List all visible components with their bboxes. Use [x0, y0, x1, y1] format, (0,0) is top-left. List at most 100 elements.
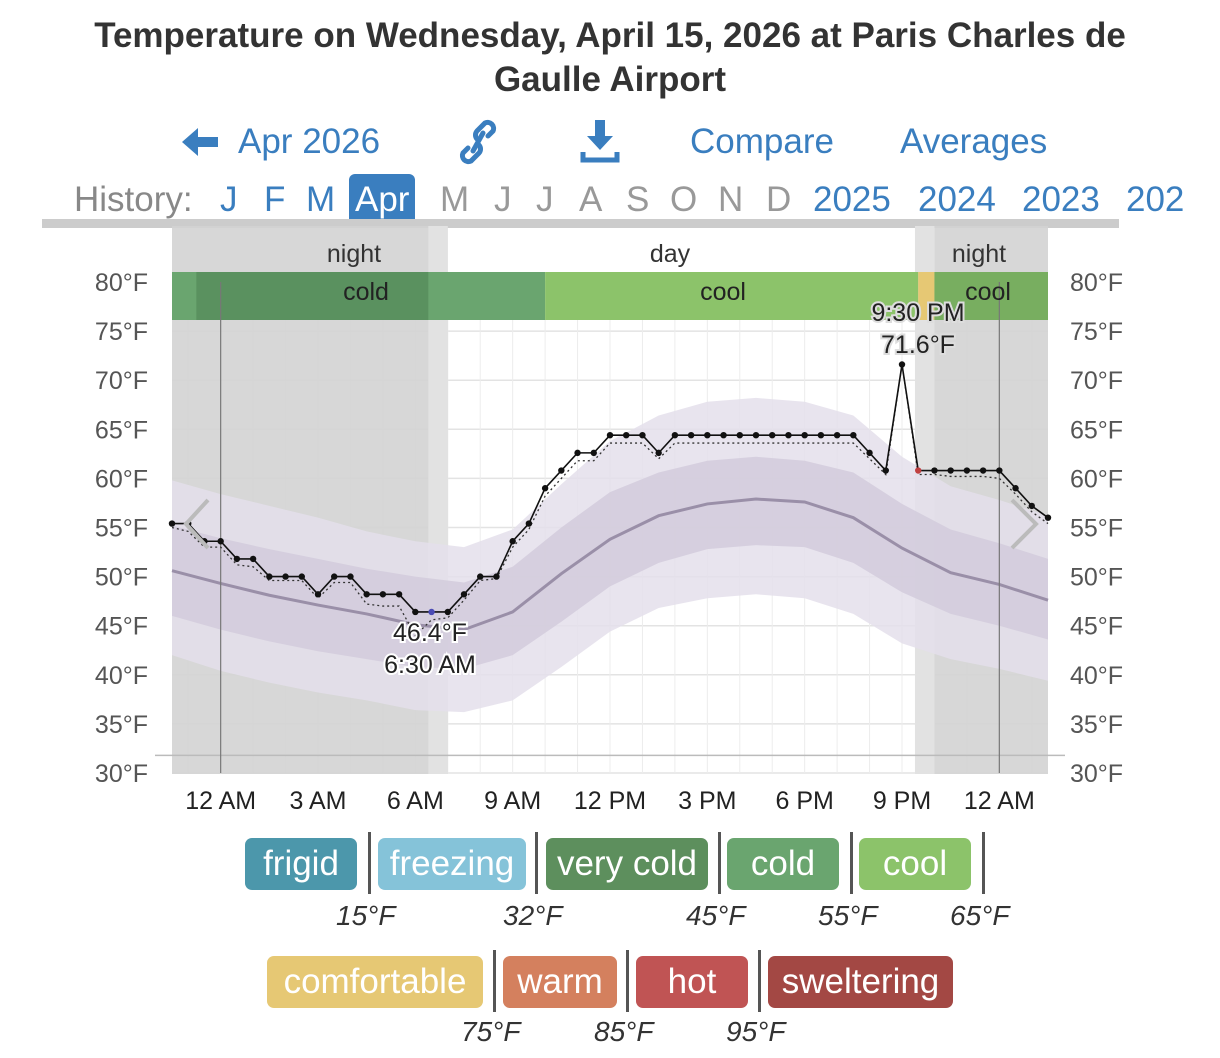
legend-chip: cool — [859, 838, 971, 890]
legend-separator — [718, 832, 721, 894]
y-tick-label-left: 45°F — [95, 613, 148, 641]
legend-separator — [758, 950, 761, 1012]
temperature-point — [249, 555, 257, 563]
history-year-2022-truncated[interactable]: 202 — [1126, 180, 1185, 219]
history-year-2025[interactable]: 2025 — [813, 180, 891, 219]
temperature-point — [509, 538, 516, 545]
averages-link[interactable]: Averages — [900, 122, 1048, 161]
history-month-mar[interactable]: M — [306, 180, 336, 219]
legend-threshold: 15°F — [336, 900, 396, 931]
high-temperature-point — [915, 467, 922, 474]
temperature-point — [168, 520, 176, 527]
period-label: night — [327, 240, 381, 268]
history-month-nov: N — [718, 180, 744, 219]
temperature-point — [1012, 485, 1019, 492]
category-band-label: cool — [700, 278, 746, 306]
history-month-apr-selected[interactable]: Apr — [349, 174, 416, 224]
temperature-point — [444, 608, 451, 616]
legend-separator — [493, 950, 496, 1012]
legend-chip: freezing — [378, 838, 526, 890]
temperature-point — [541, 485, 549, 492]
temperature-point — [217, 538, 224, 545]
compare-link[interactable]: Compare — [690, 122, 834, 161]
chevron-left-icon[interactable] — [183, 498, 210, 550]
page-title: Temperature on Wednesday, April 15, 2026… — [0, 14, 1220, 102]
history-label: History: — [74, 180, 193, 219]
temperature-point — [363, 591, 370, 598]
y-tick-label-right: 30°F — [1070, 760, 1123, 788]
temperature-point — [720, 431, 727, 439]
link-icon[interactable] — [458, 118, 498, 179]
history-year-2023[interactable]: 2023 — [1022, 180, 1100, 219]
history-month-jun: J — [494, 180, 512, 219]
temperature-point — [266, 573, 273, 580]
legend-chip: sweltering — [768, 956, 953, 1008]
y-tick-label-right: 70°F — [1070, 367, 1123, 395]
x-tick-label: 12 AM — [964, 787, 1035, 815]
legend-chip: comfortable — [267, 956, 483, 1008]
category-band — [172, 272, 546, 320]
legend-separator — [850, 832, 853, 894]
category-band — [545, 272, 919, 320]
temperature-point — [704, 431, 711, 439]
history-month-jan[interactable]: J — [220, 180, 238, 219]
temperature-point — [931, 467, 938, 474]
legend-chip: hot — [636, 956, 748, 1008]
temperature-point — [736, 431, 743, 439]
temperature-point — [282, 573, 289, 580]
y-tick-label-right: 50°F — [1070, 564, 1123, 592]
history-month-dec: D — [766, 180, 792, 219]
category-band-label: cool — [965, 278, 1011, 306]
y-tick-label-right: 60°F — [1070, 465, 1123, 493]
temperature-point — [1044, 514, 1052, 521]
temperature-point — [298, 573, 305, 580]
y-tick-label-left: 35°F — [95, 711, 148, 739]
back-arrow-icon[interactable] — [180, 118, 220, 179]
legend-separator — [626, 950, 629, 1012]
legend-separator — [982, 832, 985, 894]
category-band-night — [196, 272, 429, 320]
chevron-right-icon[interactable] — [1010, 498, 1039, 550]
x-tick-label: 6 PM — [775, 787, 833, 815]
y-tick-label-right: 40°F — [1070, 662, 1123, 690]
temperature-point — [379, 591, 387, 598]
temperature-point — [947, 467, 954, 474]
temperature-point — [833, 431, 841, 439]
history-month-feb[interactable]: F — [264, 180, 286, 219]
x-tick-label: 12 AM — [185, 787, 256, 815]
temperature-point — [817, 431, 825, 439]
temperature-point — [979, 467, 987, 474]
temperature-point — [639, 431, 646, 439]
history-underline — [42, 219, 1119, 228]
y-tick-label-left: 30°F — [95, 760, 148, 788]
legend-separator — [368, 832, 371, 894]
low-annotation-time: 6:30 AM — [384, 651, 476, 679]
legend-threshold: 75°F — [461, 1016, 521, 1047]
y-tick-label-right: 45°F — [1070, 613, 1123, 641]
prev-month-link[interactable]: Apr 2026 — [238, 122, 381, 161]
legend-chip: cold — [727, 838, 839, 890]
y-tick-label-left: 40°F — [95, 662, 148, 690]
title-line-1: Temperature on Wednesday, April 15, 2026… — [94, 16, 1126, 55]
low-annotation-value: 46.4°F — [393, 619, 467, 647]
temperature-point — [785, 431, 792, 439]
x-tick-label: 3 PM — [678, 787, 736, 815]
temperature-point — [898, 361, 906, 368]
download-icon[interactable] — [580, 118, 620, 179]
temperature-point — [687, 431, 695, 439]
legend-threshold: 95°F — [726, 1016, 786, 1047]
temperature-point — [395, 591, 403, 598]
legend-threshold: 65°F — [950, 900, 1010, 931]
history-month-sep: S — [626, 180, 650, 219]
temperature-point — [866, 449, 873, 457]
y-tick-label-right: 75°F — [1070, 318, 1123, 346]
category-band — [934, 272, 1048, 320]
temperature-point — [1028, 502, 1035, 510]
history-year-2024[interactable]: 2024 — [918, 180, 996, 219]
legend-threshold: 45°F — [686, 900, 746, 931]
temperature-point — [347, 573, 354, 580]
y-tick-label-left: 55°F — [95, 515, 148, 543]
temperature-point — [801, 431, 808, 439]
y-tick-label-right: 80°F — [1070, 269, 1123, 297]
temperature-point — [655, 449, 662, 457]
